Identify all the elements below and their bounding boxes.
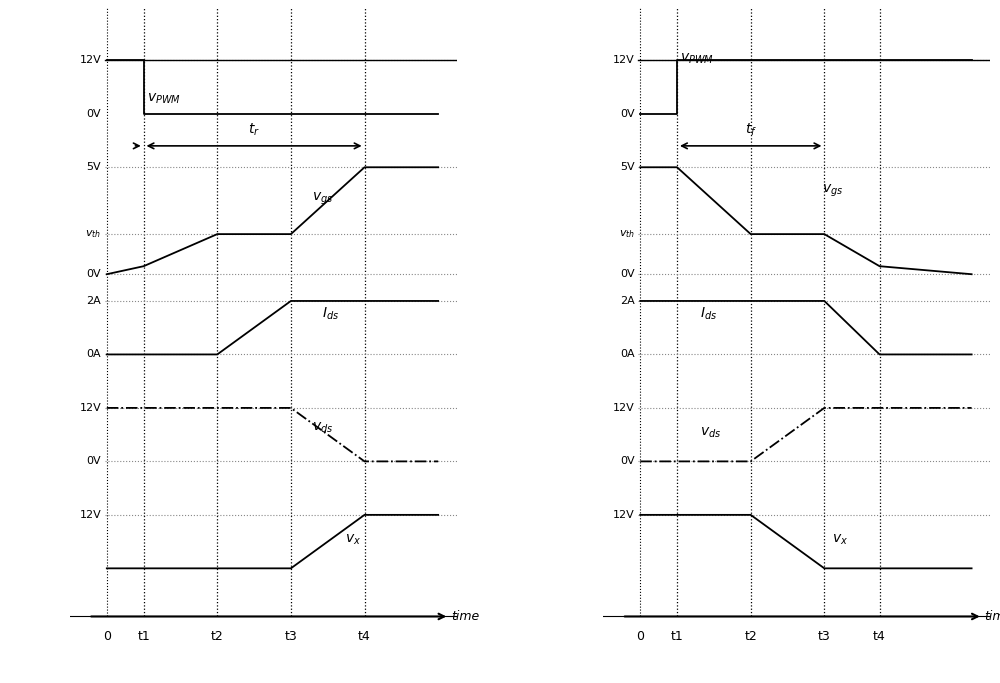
Text: $v_{th}$: $v_{th}$ [85, 228, 101, 240]
Text: 0V: 0V [620, 269, 635, 279]
Text: 0V: 0V [620, 109, 635, 119]
Text: 12V: 12V [613, 403, 635, 413]
Text: t4: t4 [358, 630, 371, 643]
Text: t4: t4 [873, 630, 886, 643]
Text: t3: t3 [285, 630, 297, 643]
Text: $v_{ds}$: $v_{ds}$ [700, 426, 721, 440]
Text: $v_{PWM}$: $v_{PWM}$ [147, 92, 180, 106]
Text: t1: t1 [137, 630, 150, 643]
Text: 0: 0 [103, 630, 111, 643]
Text: 0A: 0A [87, 350, 101, 359]
Text: $I_{ds}$: $I_{ds}$ [322, 306, 339, 322]
Text: $t_f$: $t_f$ [745, 122, 757, 138]
Text: 12V: 12V [80, 55, 101, 66]
Text: 2A: 2A [620, 296, 635, 306]
Text: 0V: 0V [620, 456, 635, 466]
Text: $v_{th}$: $v_{th}$ [619, 228, 635, 240]
Text: $v_{gs}$: $v_{gs}$ [312, 191, 333, 208]
Text: time: time [451, 610, 479, 623]
Text: t3: t3 [818, 630, 831, 643]
Text: $I_{ds}$: $I_{ds}$ [700, 306, 717, 322]
Text: 0V: 0V [87, 269, 101, 279]
Text: 5V: 5V [620, 163, 635, 172]
Text: time: time [984, 610, 1000, 623]
Text: 5V: 5V [87, 163, 101, 172]
Text: t2: t2 [211, 630, 224, 643]
Text: $v_x$: $v_x$ [832, 533, 849, 547]
Text: $t_r$: $t_r$ [248, 122, 260, 138]
Text: 12V: 12V [80, 510, 101, 520]
Text: t2: t2 [744, 630, 757, 643]
Text: 0V: 0V [87, 109, 101, 119]
Text: 0: 0 [636, 630, 644, 643]
Text: $v_x$: $v_x$ [345, 533, 361, 547]
Text: $v_{PWM}$: $v_{PWM}$ [680, 51, 714, 66]
Text: $v_{ds}$: $v_{ds}$ [312, 420, 333, 434]
Text: 0V: 0V [87, 456, 101, 466]
Text: t1: t1 [671, 630, 683, 643]
Text: 12V: 12V [80, 403, 101, 413]
Text: 0A: 0A [620, 350, 635, 359]
Text: 12V: 12V [613, 510, 635, 520]
Text: $v_{gs}$: $v_{gs}$ [822, 183, 844, 199]
Text: 2A: 2A [87, 296, 101, 306]
Text: 12V: 12V [613, 55, 635, 66]
